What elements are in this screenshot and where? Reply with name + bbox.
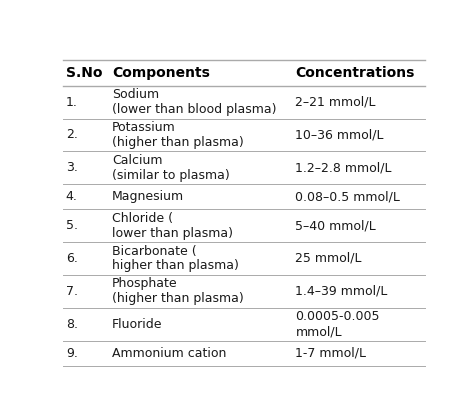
- Text: 1.2–2.8 mmol/L: 1.2–2.8 mmol/L: [295, 161, 392, 174]
- Text: 0.08–0.5 mmol/L: 0.08–0.5 mmol/L: [295, 190, 401, 203]
- Text: Sodium: Sodium: [112, 88, 159, 101]
- Text: Chloride (: Chloride (: [112, 212, 173, 225]
- Text: 0.0005-0.005: 0.0005-0.005: [295, 310, 380, 323]
- Text: 9.: 9.: [66, 347, 78, 359]
- Text: S.No: S.No: [66, 66, 102, 80]
- Text: 2–21 mmol/L: 2–21 mmol/L: [295, 96, 376, 109]
- Text: Potassium: Potassium: [112, 121, 175, 134]
- Text: 8.: 8.: [66, 318, 78, 331]
- Text: 5–40 mmol/L: 5–40 mmol/L: [295, 219, 376, 232]
- Text: 25 mmol/L: 25 mmol/L: [295, 252, 362, 265]
- Text: Calcium: Calcium: [112, 154, 162, 167]
- Text: 7.: 7.: [66, 285, 78, 298]
- Text: 10–36 mmol/L: 10–36 mmol/L: [295, 128, 384, 141]
- Text: Bicarbonate (: Bicarbonate (: [112, 245, 196, 257]
- Text: mmol/L: mmol/L: [295, 325, 342, 338]
- Text: Phosphate: Phosphate: [112, 278, 177, 291]
- Text: Magnesium: Magnesium: [112, 190, 184, 203]
- Text: higher than plasma): higher than plasma): [112, 260, 238, 273]
- Text: Concentrations: Concentrations: [295, 66, 415, 80]
- Text: 4.: 4.: [66, 190, 78, 203]
- Text: (lower than blood plasma): (lower than blood plasma): [112, 103, 276, 116]
- Text: (higher than plasma): (higher than plasma): [112, 136, 244, 149]
- Text: (higher than plasma): (higher than plasma): [112, 292, 244, 305]
- Text: Fluoride: Fluoride: [112, 318, 162, 331]
- Text: 3.: 3.: [66, 161, 78, 174]
- Text: 5.: 5.: [66, 219, 78, 232]
- Text: Components: Components: [112, 66, 210, 80]
- Text: 2.: 2.: [66, 128, 78, 141]
- Text: 1-7 mmol/L: 1-7 mmol/L: [295, 347, 366, 359]
- Text: 1.4–39 mmol/L: 1.4–39 mmol/L: [295, 285, 388, 298]
- Text: lower than plasma): lower than plasma): [112, 227, 233, 240]
- Text: Ammonium cation: Ammonium cation: [112, 347, 226, 359]
- Text: 1.: 1.: [66, 96, 78, 109]
- Text: 6.: 6.: [66, 252, 78, 265]
- Text: (similar to plasma): (similar to plasma): [112, 169, 229, 182]
